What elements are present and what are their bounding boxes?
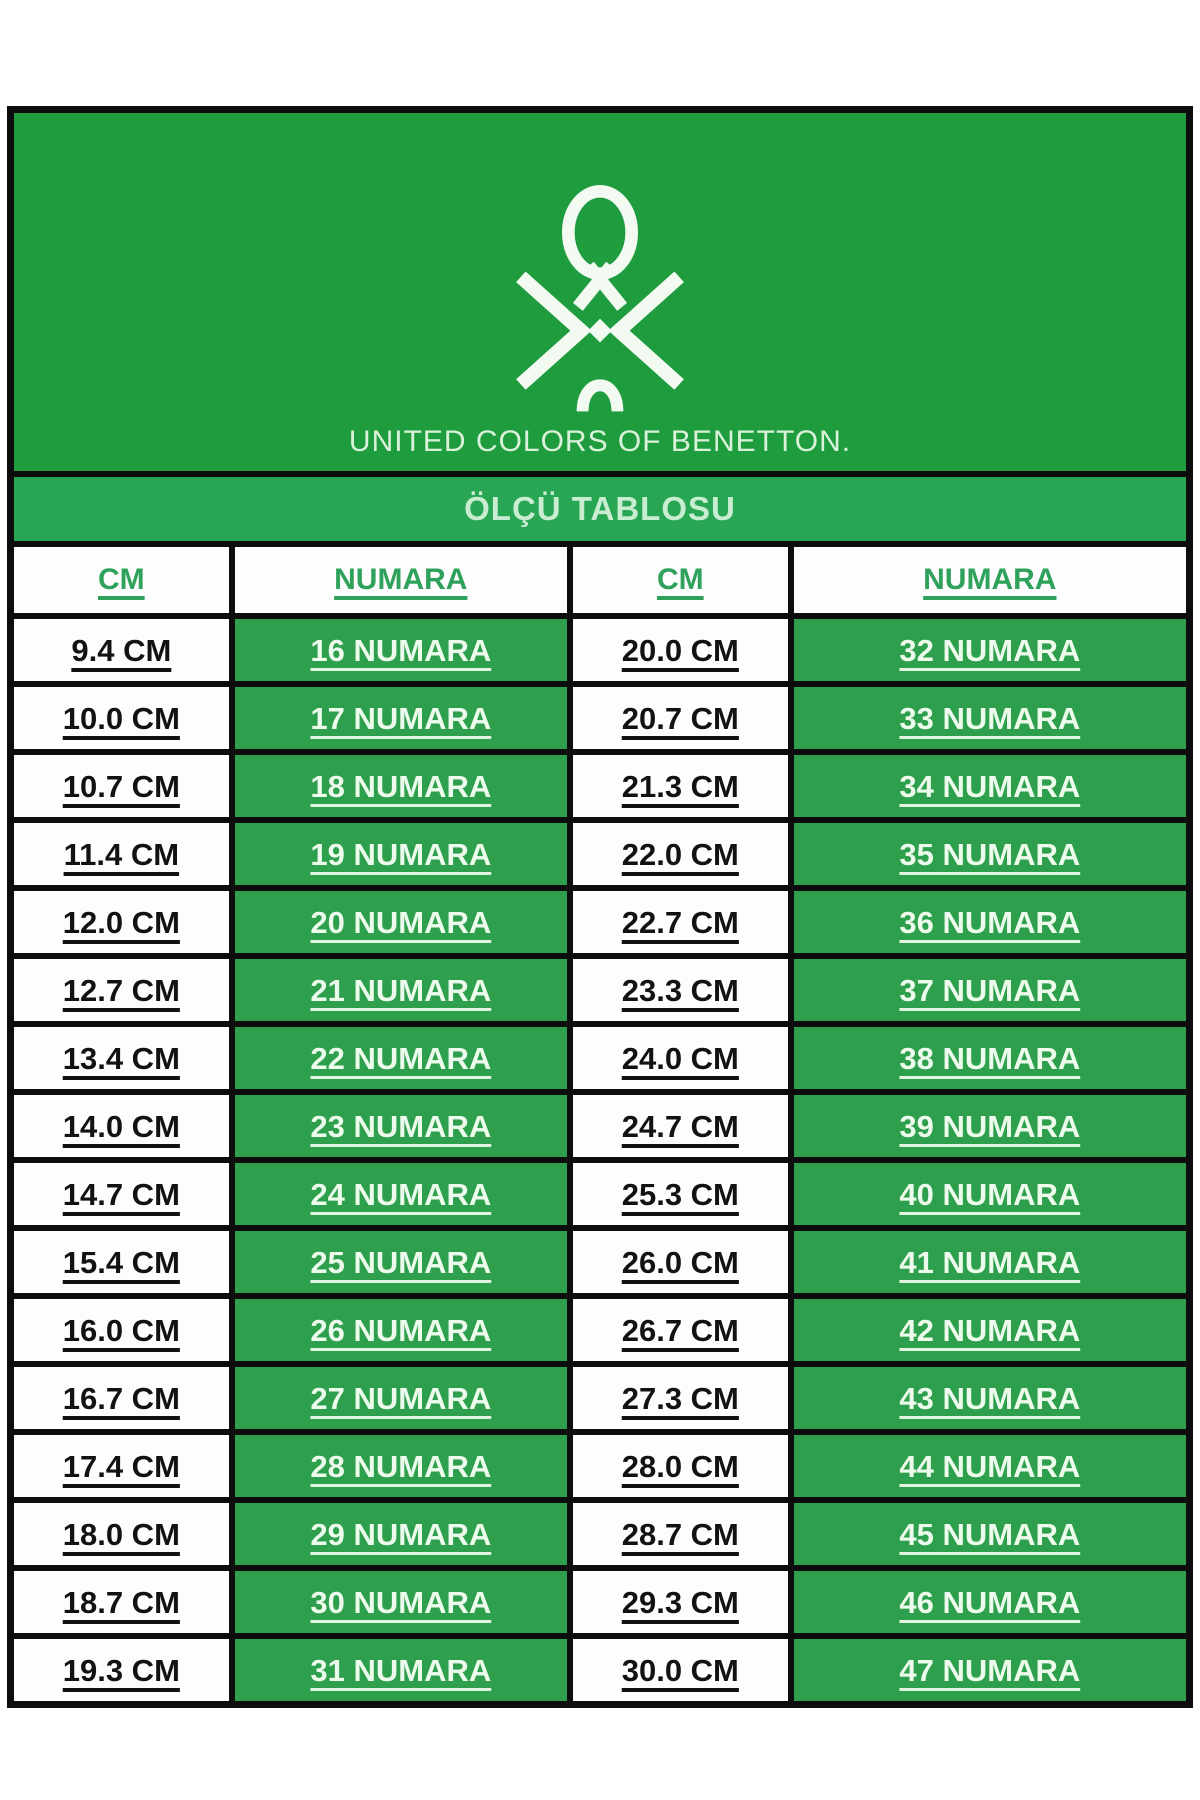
size-numara-cell: 23 NUMARA [234,1095,567,1157]
size-cm-cell: 28.7 CM [572,1503,788,1565]
size-numara-cell: 37 NUMARA [793,959,1186,1021]
column-header-numara-left: NUMARA [234,547,567,613]
size-cm-cell: 26.7 CM [572,1299,788,1361]
size-numara-cell: 31 NUMARA [234,1639,567,1701]
size-cm-cell: 18.7 CM [14,1571,229,1633]
size-numara-cell: 43 NUMARA [793,1367,1186,1429]
size-cm-cell: 23.3 CM [572,959,788,1021]
size-cm-cell: 25.3 CM [572,1163,788,1225]
size-cm-cell: 22.7 CM [572,891,788,953]
size-numara-cell: 18 NUMARA [234,755,567,817]
size-numara-cell: 35 NUMARA [793,823,1186,885]
size-numara-cell: 29 NUMARA [234,1503,567,1565]
size-numara-cell: 19 NUMARA [234,823,567,885]
column-header-cm-left: CM [14,547,229,613]
top-margin [0,0,1200,106]
size-numara-cell: 40 NUMARA [793,1163,1186,1225]
size-cm-cell: 16.0 CM [14,1299,229,1361]
size-cm-cell: 27.3 CM [572,1367,788,1429]
size-cm-cell: 19.3 CM [14,1639,229,1701]
size-cm-cell: 20.7 CM [572,687,788,749]
size-cm-cell: 18.0 CM [14,1503,229,1565]
size-cm-cell: 14.0 CM [14,1095,229,1157]
size-numara-cell: 39 NUMARA [793,1095,1186,1157]
size-cm-cell: 12.0 CM [14,891,229,953]
size-table: CM NUMARA CM NUMARA 9.4 CM 16 NUMARA 20.… [14,547,1186,1701]
size-cm-cell: 24.0 CM [572,1027,788,1089]
brand-name: UNITED COLORS OF BENETTON. [348,425,852,458]
size-numara-cell: 20 NUMARA [234,891,567,953]
banner-title: ÖLÇÜ TABLOSU [464,490,736,527]
size-numara-cell: 34 NUMARA [793,755,1186,817]
size-cm-cell: 14.7 CM [14,1163,229,1225]
size-cm-cell: 30.0 CM [572,1639,788,1701]
size-cm-cell: 13.4 CM [14,1027,229,1089]
size-numara-cell: 30 NUMARA [234,1571,567,1633]
size-cm-cell: 20.0 CM [572,619,788,681]
size-cm-cell: 11.4 CM [14,823,229,885]
size-numara-cell: 38 NUMARA [793,1027,1186,1089]
size-numara-cell: 45 NUMARA [793,1503,1186,1565]
size-numara-cell: 16 NUMARA [234,619,567,681]
size-numara-cell: 41 NUMARA [793,1231,1186,1293]
size-cm-cell: 10.0 CM [14,687,229,749]
size-numara-cell: 46 NUMARA [793,1571,1186,1633]
brand-header-panel: UNITED COLORS OF BENETTON. [14,113,1186,471]
bottom-margin [0,1708,1200,1800]
size-cm-cell: 28.0 CM [572,1435,788,1497]
size-cm-cell: 15.4 CM [14,1231,229,1293]
size-chart-frame: UNITED COLORS OF BENETTON. ÖLÇÜ TABLOSU … [7,106,1193,1708]
size-numara-cell: 25 NUMARA [234,1231,567,1293]
size-cm-cell: 22.0 CM [572,823,788,885]
size-table-banner: ÖLÇÜ TABLOSU [14,471,1186,547]
size-cm-cell: 12.7 CM [14,959,229,1021]
column-header-cm-right: CM [572,547,788,613]
size-numara-cell: 27 NUMARA [234,1367,567,1429]
size-numara-cell: 33 NUMARA [793,687,1186,749]
size-numara-cell: 26 NUMARA [234,1299,567,1361]
size-numara-cell: 22 NUMARA [234,1027,567,1089]
size-cm-cell: 26.0 CM [572,1231,788,1293]
benetton-knot-icon [516,185,684,412]
size-numara-cell: 21 NUMARA [234,959,567,1021]
size-numara-cell: 32 NUMARA [793,619,1186,681]
size-numara-cell: 42 NUMARA [793,1299,1186,1361]
size-cm-cell: 24.7 CM [572,1095,788,1157]
size-cm-cell: 21.3 CM [572,755,788,817]
size-cm-cell: 29.3 CM [572,1571,788,1633]
size-cm-cell: 17.4 CM [14,1435,229,1497]
column-header-numara-right: NUMARA [793,547,1186,613]
size-numara-cell: 28 NUMARA [234,1435,567,1497]
size-numara-cell: 36 NUMARA [793,891,1186,953]
size-numara-cell: 24 NUMARA [234,1163,567,1225]
size-numara-cell: 47 NUMARA [793,1639,1186,1701]
size-cm-cell: 10.7 CM [14,755,229,817]
size-cm-cell: 16.7 CM [14,1367,229,1429]
size-cm-cell: 9.4 CM [14,619,229,681]
size-numara-cell: 44 NUMARA [793,1435,1186,1497]
size-numara-cell: 17 NUMARA [234,687,567,749]
benetton-knot-logo [505,177,695,421]
